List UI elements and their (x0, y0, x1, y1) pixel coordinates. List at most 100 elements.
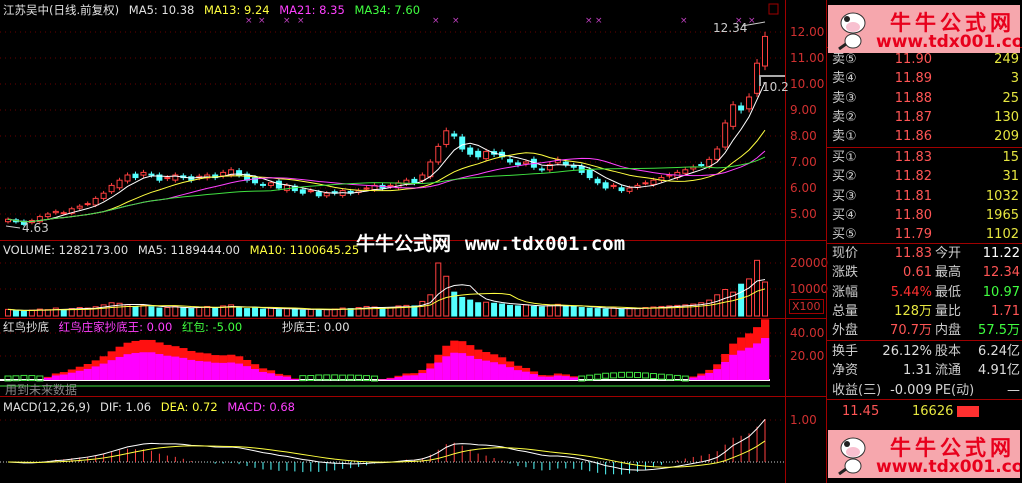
quote-value: 128万 (894, 303, 932, 319)
volume-bar (283, 308, 290, 317)
candle-up (323, 192, 330, 197)
hongniao-magenta-bar (107, 360, 116, 380)
hongniao-green-box (307, 375, 315, 382)
finance-key: PE(动) (935, 382, 975, 398)
hongniao-green-box (323, 374, 331, 381)
candle-down (594, 178, 601, 184)
buy-row: 买④ 11.80 1965 (827, 206, 1022, 225)
volume-bar (395, 305, 402, 317)
hongniao-magenta-bar (195, 361, 204, 380)
hongniao-magenta-bar (251, 369, 260, 380)
finance-key: 股本 (935, 344, 962, 359)
tick-row: 11.45 16626 (827, 402, 1022, 421)
quote-row: 外盘 70.7万 内盘 57.5万 (827, 321, 1022, 340)
macd-header: MACD(12,26,9) DIF: 1.06 DEA: 0.72 MACD: … (3, 400, 301, 414)
watermark-cn: 牛牛公式网 (356, 233, 452, 255)
hongniao-magenta-bar (139, 352, 148, 380)
sell-level-label: 卖③ (832, 90, 857, 106)
volume-bar (666, 305, 673, 317)
finance-value: 6.24亿 (978, 344, 1020, 359)
volume-bar (68, 308, 75, 317)
quote-row: 现价 11.83 今开 11.22 (827, 244, 1022, 263)
finance-value: -0.009 (890, 382, 932, 398)
signal-x-icon: × (735, 16, 743, 26)
sell-price: 11.89 (894, 71, 932, 87)
volume-bar (411, 305, 418, 317)
logo-url: www.tdx001.com (876, 457, 1020, 477)
signal-x-icon: × (748, 16, 756, 26)
sell-row: 卖④ 11.89 3 (827, 69, 1022, 88)
candle-up (164, 177, 171, 180)
volume-bar (443, 275, 450, 317)
hongniao-magenta-bar (203, 361, 212, 380)
finance-value: — (1007, 382, 1020, 398)
volume-bar (204, 305, 211, 317)
candle-up (443, 130, 450, 145)
candle-down (299, 189, 306, 194)
volume-bar (315, 309, 322, 317)
chaodi-value: 抄底王: 0.00 (281, 320, 350, 334)
volume-bar (459, 296, 466, 317)
volume-bar (419, 300, 426, 317)
volume-bar (642, 307, 649, 317)
candle-up (267, 182, 274, 186)
candle-up (100, 192, 107, 199)
volume-bar (259, 308, 266, 317)
low-arrow (5, 225, 21, 229)
candle-down (514, 162, 521, 166)
hongniao-magenta-bar (442, 356, 451, 380)
sell-price: 11.88 (894, 90, 932, 106)
sell-row: 卖② 11.87 130 (827, 108, 1022, 127)
hongniao-magenta-bar (745, 347, 754, 380)
hongniao-magenta-bar (43, 377, 53, 380)
quote-value: 5.44% (890, 284, 932, 300)
volume-bar (307, 308, 314, 317)
candle-up (36, 216, 43, 223)
divider (827, 399, 1022, 400)
candle-up (714, 148, 721, 160)
quote-key: 外盘 (832, 323, 859, 339)
quote-row: 涨幅 5.44% 最低 10.97 (827, 283, 1022, 302)
volume-bar (196, 306, 203, 317)
volume-bar (252, 307, 259, 317)
kline-chart[interactable]: × × × × × × × × × × × (0, 0, 826, 483)
candle-up (722, 122, 729, 148)
candle-up (682, 169, 689, 174)
volume-ma10-line (7, 288, 766, 311)
candle-up (546, 164, 553, 171)
finance-value: 1.31 (903, 363, 932, 379)
quote-value: 1.71 (991, 303, 1020, 319)
volume-bar (634, 307, 641, 317)
volume-ma5-line (7, 279, 766, 311)
tick-volume-bar (957, 406, 979, 417)
volume-bar (331, 308, 338, 317)
volume-bar (674, 304, 681, 317)
buy-level-label: 买④ (832, 207, 857, 223)
hongniao-green-box (665, 374, 673, 381)
candle-up (610, 184, 617, 187)
hongniao-magenta-bar (282, 376, 292, 380)
site-logo-top: 牛牛公式网 www.tdx001.com (828, 5, 1020, 53)
hongniao-magenta-bar (434, 362, 443, 380)
hongniao-magenta-bar (155, 353, 164, 380)
hongniao-magenta-bar (75, 370, 84, 380)
signal-x-icon: × (283, 16, 291, 26)
hongniao-green-box (602, 372, 610, 379)
hongniao-magenta-bar (553, 375, 563, 380)
price-tick-label: 6.00 (790, 181, 817, 195)
hongniao-green-box (673, 374, 681, 381)
sell-price: 11.87 (894, 109, 932, 125)
sell-volume: 130 (994, 109, 1019, 125)
candle-up (124, 174, 131, 182)
candle-up (435, 145, 442, 163)
buy-price: 11.83 (894, 150, 932, 165)
price-tick-label: 8.00 (790, 129, 817, 143)
logo-url: www.tdx001.com (876, 32, 1020, 52)
hongniao-green-box (363, 375, 371, 382)
volume-bar (228, 304, 235, 317)
logo-cn: 牛牛公式网 (890, 11, 1015, 35)
volume-bar (522, 304, 529, 317)
signal-x-icon: × (595, 16, 603, 26)
macd-name: MACD(12,26,9) (3, 400, 91, 414)
future-data-note: 用到未来数据 (5, 383, 78, 397)
